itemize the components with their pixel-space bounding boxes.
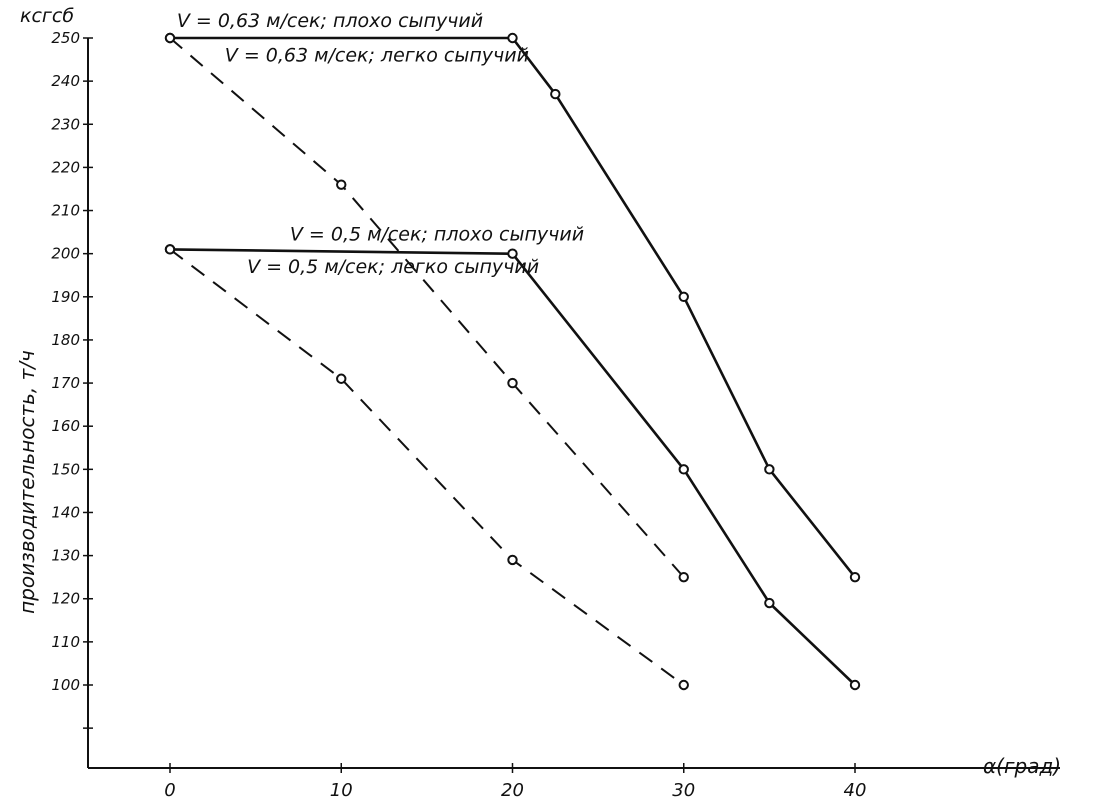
annotations: V = 0,63 м/сек; плохо сыпучий V = 0,63 м/… [177,10,584,278]
series-line [169,248,856,686]
data-point [678,291,689,302]
x-tick-label: 20 [501,780,524,801]
data-point [336,179,347,190]
data-point [336,373,347,384]
data-point [164,244,176,255]
data-point [678,571,689,583]
series-4 [164,244,689,691]
data-point [849,679,861,691]
y-tick-label: 220 [51,158,80,176]
series-annotation: V = 0,63 м/сек; плохо сыпучий [177,10,483,32]
data-point [678,679,689,691]
y-tick-label: 200 [51,245,80,263]
y-tick-label: 250 [51,29,80,47]
corner-label: ксгсб [20,5,74,27]
y-ticks: 100 110 120 130 140 150 160 170 180 190 200 210 220 2… [51,29,93,729]
y-tick-label: 160 [51,417,80,435]
y-tick-label: 190 [51,288,80,306]
x-tick-label: 0 [164,780,175,801]
y-tick-label: 170 [51,374,80,392]
y-tick-label: 140 [51,503,80,521]
series-annotation: V = 0,5 м/сек; легко сыпучий [247,256,539,278]
x-tick-label: 10 [330,780,353,801]
series-2 [164,32,689,583]
data-point [507,554,518,566]
series-annotation: V = 0,5 м/сек; плохо сыпучий [290,224,584,246]
y-tick-label: 150 [51,460,80,478]
y-tick-label: 100 [51,676,80,694]
data-point [550,88,561,100]
x-axis-title: α(град) [983,754,1061,778]
x-tick-label: 40 [844,780,867,801]
axes [87,38,1060,769]
y-tick-label: 120 [51,590,80,608]
data-point [678,464,689,475]
data-point [849,571,861,583]
series-layer [164,32,861,691]
data-point [507,377,518,389]
y-tick-label: 130 [51,547,80,565]
y-axis-title: производительность, т/ч [15,350,39,614]
series-line [169,248,685,686]
series-annotation: V = 0,63 м/сек; легко сыпучий [225,45,529,67]
series-3 [164,244,861,691]
x-tick-label: 30 [672,780,695,801]
series-line [169,37,685,578]
series-line [170,36,857,579]
y-tick-label: 230 [51,115,80,133]
y-tick-label: 180 [51,331,80,349]
data-point [764,597,775,609]
data-point [507,32,518,44]
x-ticks: 0 10 20 30 40 [164,763,866,801]
y-tick-label: 240 [51,72,80,90]
data-point [507,248,518,259]
y-tick-label: 210 [51,202,80,220]
data-point [164,32,176,44]
data-point [764,464,775,475]
series-1 [164,32,861,583]
y-tick-label: 110 [51,633,80,651]
